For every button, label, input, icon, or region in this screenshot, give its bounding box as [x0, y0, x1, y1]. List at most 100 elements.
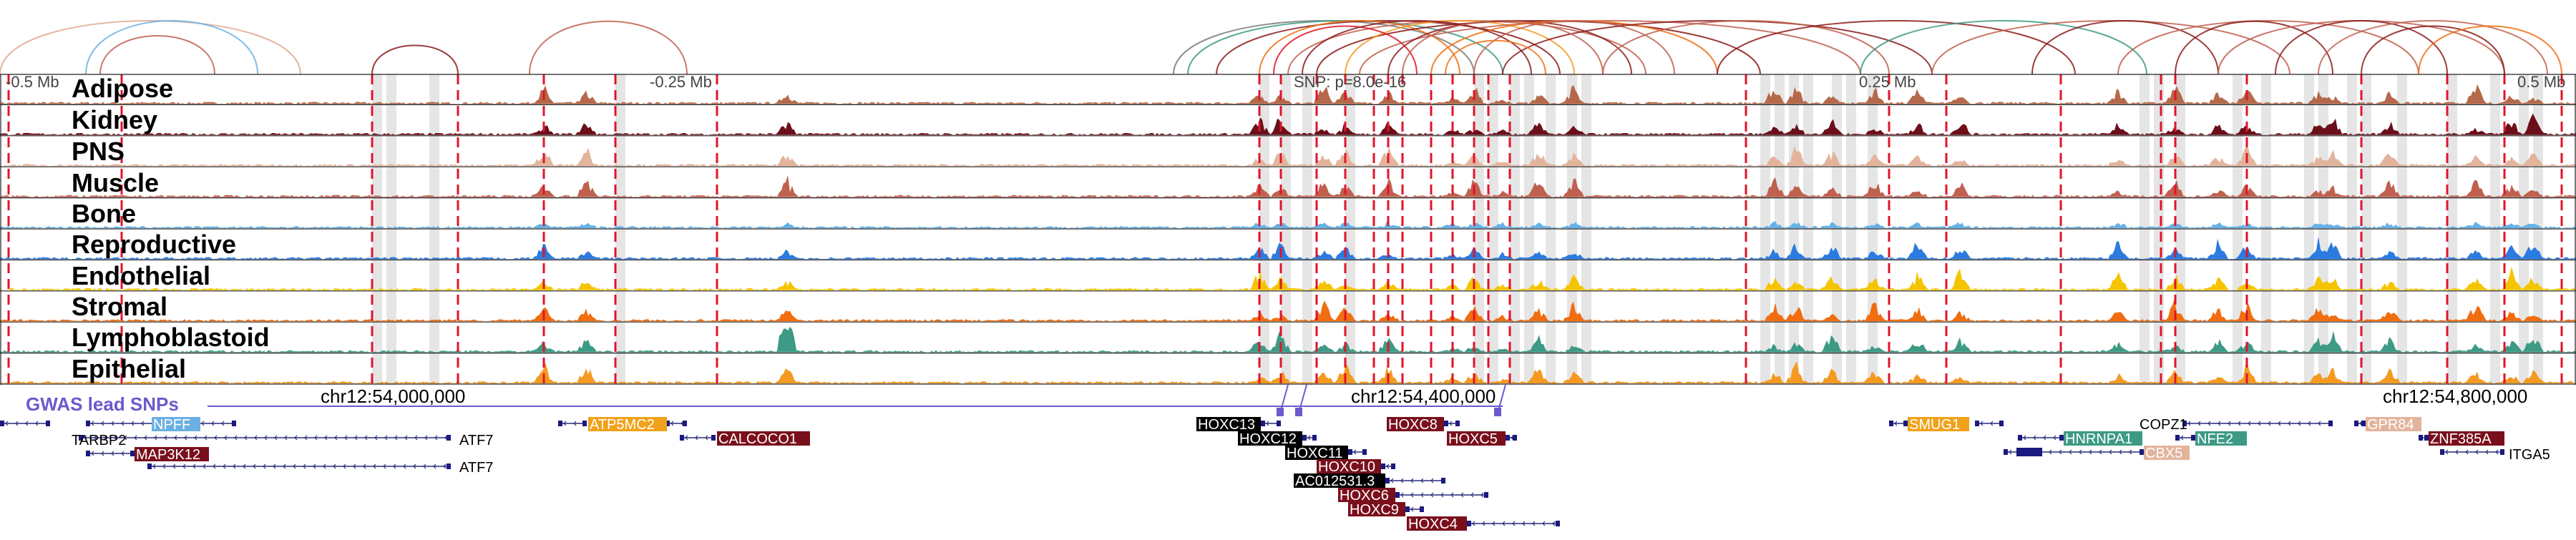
gene-strand-arrow: [2129, 449, 2132, 455]
highlight-regions: [372, 74, 2543, 385]
gene-strand-arrow: [2079, 449, 2082, 455]
gene-hoxc5[interactable]: HOXC5: [1447, 431, 1506, 447]
scale-label-right-mid: 0.25 Mb: [1859, 73, 1916, 91]
gene-strand-arrow: [213, 463, 216, 469]
gene-label: ITGA5: [2509, 447, 2550, 463]
highlight-column: [2318, 74, 2328, 385]
loop-arc: [2031, 20, 2219, 75]
gene-strand-arrow: [174, 435, 177, 441]
gene-exon: [447, 435, 451, 441]
loop-arc: [1860, 20, 2147, 75]
gene-hoxc6[interactable]: HOXC6: [1338, 488, 1395, 504]
gene-strand-arrow: [5, 421, 9, 426]
gene-map3k12[interactable]: MAP3K12: [135, 447, 209, 463]
gwas-snp-stem: [1299, 384, 1307, 411]
gene-exon: [1513, 435, 1517, 441]
gene-strand-arrow: [2089, 449, 2092, 455]
highlight-column: [615, 74, 625, 385]
gene-exon: [232, 421, 236, 426]
gene-npff[interactable]: NPFF: [152, 417, 200, 433]
gene-strand-arrow: [2069, 449, 2072, 455]
gene-hoxc10[interactable]: HOXC10: [1317, 459, 1381, 475]
gene-strand-arrow: [373, 463, 376, 469]
gene-label: SMUG1: [1909, 417, 1960, 433]
loop-arc: [1445, 39, 1546, 75]
gene-atp5mc2[interactable]: ATP5MC2: [588, 417, 667, 433]
gene-strand-arrow: [423, 463, 426, 469]
gene-label: ZNF385A: [2430, 431, 2492, 447]
gene-strand-arrow: [2009, 449, 2012, 455]
gene-strand-arrow: [1410, 492, 1414, 498]
gene-gpr84[interactable]: GPR84: [2366, 417, 2421, 433]
gene-exon: [665, 421, 670, 426]
gene-strand-arrow: [284, 435, 288, 441]
gene-strand-arrow: [124, 435, 127, 441]
gene-strand-arrow: [111, 451, 114, 456]
gene-hoxc12[interactable]: HOXC12: [1238, 431, 1302, 447]
highlight-column: [2233, 74, 2243, 385]
gene-strand-arrow: [2180, 435, 2184, 441]
gene-strand-arrow: [111, 421, 114, 426]
gene-strand-arrow: [384, 435, 388, 441]
gene-strand-arrow: [254, 435, 258, 441]
gene-strand-arrow: [294, 435, 298, 441]
gene-strand-arrow: [91, 451, 94, 456]
signal-track-muscle: [0, 175, 2576, 197]
gene-strand-arrow: [1522, 521, 1526, 526]
gene-tarbp2[interactable]: TARBP2: [72, 433, 126, 448]
loop-arc: [1259, 20, 1460, 75]
gene-hoxc4[interactable]: HOXC4: [1407, 516, 1467, 532]
gene-copz1[interactable]: COPZ1: [2140, 417, 2187, 433]
gene-atf7-2[interactable]: ATF7: [459, 460, 493, 476]
gwas-snp-stem: [1280, 384, 1289, 411]
signal-track-adipose: [0, 84, 2576, 104]
gene-smug1[interactable]: SMUG1: [1908, 417, 1969, 433]
signal-track-bone: [0, 221, 2576, 228]
gene-exon: [1975, 421, 1979, 426]
highlight-column: [1803, 74, 1813, 385]
gene-strand-arrow: [2197, 421, 2201, 426]
gene-exon: [1277, 421, 1281, 426]
gene-hoxc8[interactable]: HOXC8: [1387, 417, 1444, 433]
gene-strand-arrow: [221, 421, 225, 426]
gene-strand-arrow: [2268, 421, 2271, 426]
loop-arc: [1931, 20, 2290, 75]
gene-hoxc11[interactable]: HOXC11: [1285, 446, 1348, 461]
gene-hoxc13[interactable]: HOXC13: [1196, 417, 1261, 433]
highlight-column: [1567, 74, 1577, 385]
gene-exon: [2018, 435, 2022, 441]
gene-znf385a[interactable]: ZNF385A: [2429, 431, 2504, 447]
gene-ac012531-3[interactable]: AC012531.3: [1294, 473, 1385, 489]
gene-exon: [1420, 506, 1424, 512]
highlight-column: [1488, 74, 1498, 385]
gene-cbx5[interactable]: CBX5: [2144, 446, 2190, 461]
gene-strand-arrow: [2258, 421, 2261, 426]
highlight-column: [1510, 74, 1520, 385]
gene-strand-arrow: [303, 463, 306, 469]
gene-hnrnpa1[interactable]: HNRNPA1: [2064, 431, 2142, 447]
gene-exon: [1467, 521, 1471, 526]
gene-strand-arrow: [164, 435, 167, 441]
gene-strand-arrow: [433, 463, 436, 469]
gene-exon: [0, 421, 4, 426]
gene-hoxc9[interactable]: HOXC9: [1348, 502, 1405, 518]
gene-atf7[interactable]: ATF7: [459, 433, 493, 448]
loop-arc: [1316, 20, 1761, 75]
gene-strand-arrow: [2053, 435, 2057, 441]
gwas-snp-marker: [1277, 408, 1284, 416]
gene-strand-arrow: [101, 451, 104, 456]
loop-arc: [1345, 20, 1575, 75]
gene-label: CALCOCO1: [718, 431, 797, 447]
gene-strand-arrow: [274, 435, 278, 441]
gene-calcoco1[interactable]: CALCOCO1: [717, 431, 810, 447]
gene-strand-arrow: [1440, 492, 1444, 498]
gene-nfe2[interactable]: NFE2: [2195, 431, 2247, 447]
gwas-snp-stem: [1498, 384, 1506, 411]
track-label-lymphoblastoid: Lymphoblastoid: [72, 323, 270, 352]
highlight-column: [2447, 74, 2457, 385]
loop-arc: [2117, 20, 2419, 75]
gene-label: COPZ1: [2140, 417, 2187, 433]
highlight-column: [2347, 74, 2357, 385]
gene-itga5[interactable]: ITGA5: [2509, 447, 2550, 463]
highlight-column: [2140, 74, 2150, 385]
